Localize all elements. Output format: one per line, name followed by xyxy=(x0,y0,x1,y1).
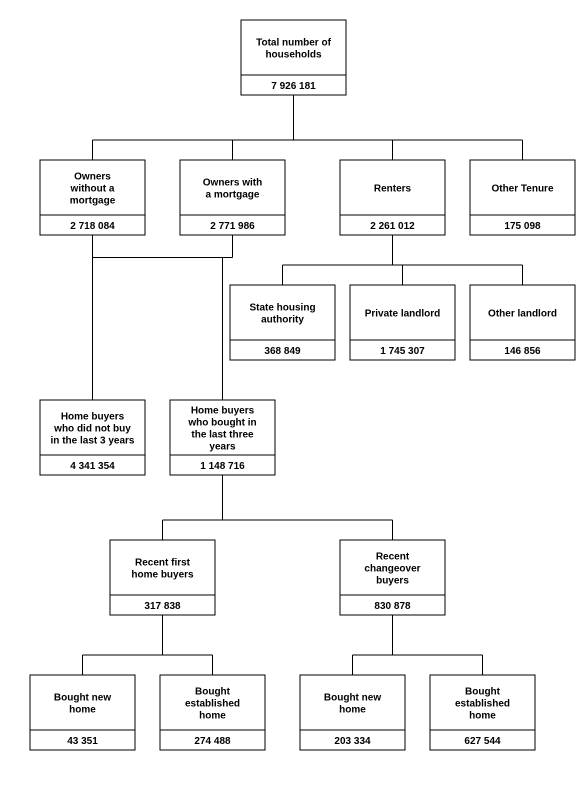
node-value-text: 4 341 354 xyxy=(70,461,115,472)
node-value-text: 1 148 716 xyxy=(200,461,245,472)
node-label-text: who did not buy xyxy=(53,424,131,435)
node-root: Total number ofhouseholds 7 926 181 xyxy=(241,20,346,95)
node-label-text: households xyxy=(265,50,322,61)
node-label-text: without a xyxy=(70,184,115,195)
node-change_est: Boughtestablishedhome 627 544 xyxy=(430,675,535,750)
node-label-text: Renters xyxy=(374,184,412,195)
node-value-text: 43 351 xyxy=(67,736,98,747)
node-label-text: established xyxy=(185,699,240,710)
node-label-text: in the last 3 years xyxy=(51,436,135,447)
node-private_landlord: Private landlord 1 745 307 xyxy=(350,285,455,360)
node-label-text: Owners xyxy=(74,172,111,183)
node-first_buyers: Recent firsthome buyers 317 838 xyxy=(110,540,215,615)
node-owners_no_mort: Ownerswithout amortgage 2 718 084 xyxy=(40,160,145,235)
node-label-text: the last three xyxy=(191,430,254,441)
node-value-text: 830 878 xyxy=(374,601,411,612)
node-label-text: Bought new xyxy=(54,693,111,704)
node-label-text: home xyxy=(469,711,496,722)
node-value-text: 627 544 xyxy=(464,736,501,747)
node-value-text: 175 098 xyxy=(504,221,541,232)
node-label-text: Private landlord xyxy=(365,309,441,320)
node-state_housing: State housingauthority 368 849 xyxy=(230,285,335,360)
node-label-text: Bought xyxy=(195,687,231,698)
node-renters: Renters 2 261 012 xyxy=(340,160,445,235)
node-label-text: established xyxy=(455,699,510,710)
node-value-text: 2 771 986 xyxy=(210,221,255,232)
node-label-text: Other Tenure xyxy=(491,184,553,195)
node-label-text: Home buyers xyxy=(61,412,125,423)
tree-diagram: Total number ofhouseholds 7 926 181 Owners… xyxy=(0,0,588,804)
node-bought_3y: Home buyerswho bought inthe last threeye… xyxy=(170,400,275,475)
node-value-text: 317 838 xyxy=(144,601,181,612)
node-value-text: 274 488 xyxy=(194,736,231,747)
node-label-text: home xyxy=(199,711,226,722)
node-label-text: Home buyers xyxy=(191,406,255,417)
node-owners_mort: Owners witha mortgage 2 771 986 xyxy=(180,160,285,235)
node-value-text: 7 926 181 xyxy=(271,81,316,92)
node-change_new: Bought newhome 203 334 xyxy=(300,675,405,750)
node-label-text: Other landlord xyxy=(488,309,557,320)
node-label-text: home buyers xyxy=(131,570,194,581)
node-other_landlord: Other landlord 146 856 xyxy=(470,285,575,360)
node-label-text: Total number of xyxy=(256,38,331,49)
node-label-text: Owners with xyxy=(203,178,262,189)
node-value-text: 368 849 xyxy=(264,346,301,357)
node-value-text: 146 856 xyxy=(504,346,541,357)
node-label-text: State housing xyxy=(249,303,315,314)
node-changeover: Recentchangeoverbuyers 830 878 xyxy=(340,540,445,615)
node-label-text: home xyxy=(69,705,96,716)
node-other_tenure: Other Tenure 175 098 xyxy=(470,160,575,235)
node-value-text: 2 718 084 xyxy=(70,221,115,232)
node-label-text: home xyxy=(339,705,366,716)
node-label-text: buyers xyxy=(376,576,409,587)
node-label-text: who bought in xyxy=(187,418,256,429)
node-value-text: 203 334 xyxy=(334,736,371,747)
node-label-text: Recent xyxy=(376,552,410,563)
node-label-text: mortgage xyxy=(70,196,116,207)
node-label-text: years xyxy=(209,442,236,453)
node-label-text: Bought new xyxy=(324,693,381,704)
node-label-text: Recent first xyxy=(135,558,191,569)
node-label-text: Bought xyxy=(465,687,501,698)
node-value-text: 2 261 012 xyxy=(370,221,415,232)
node-first_est: Boughtestablishedhome 274 488 xyxy=(160,675,265,750)
node-label-text: changeover xyxy=(364,564,420,575)
node-label-text: authority xyxy=(261,315,304,326)
node-first_new: Bought newhome 43 351 xyxy=(30,675,135,750)
node-value-text: 1 745 307 xyxy=(380,346,425,357)
node-label-text: a mortgage xyxy=(206,190,260,201)
node-not_buy_3y: Home buyerswho did not buyin the last 3 … xyxy=(40,400,145,475)
